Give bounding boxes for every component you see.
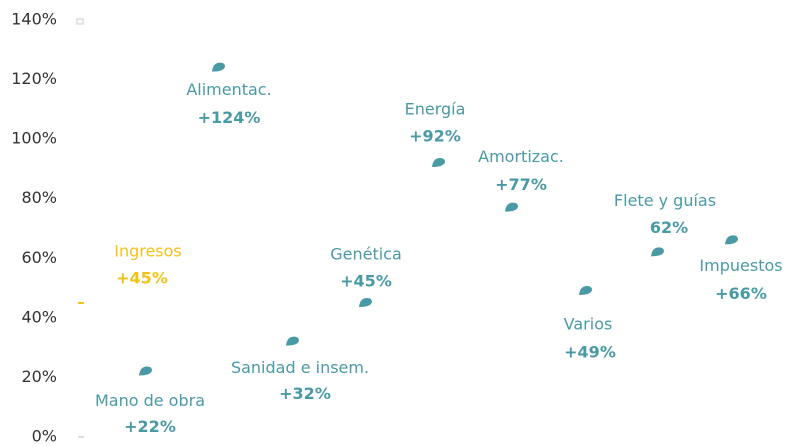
- point-label: Flete y guías: [614, 191, 716, 210]
- value-label: +92%: [409, 126, 461, 145]
- value-label: 62%: [650, 218, 688, 237]
- value-label: +77%: [495, 175, 547, 194]
- value-label: +66%: [715, 284, 767, 303]
- point: [212, 62, 225, 72]
- point-label: Genética: [330, 244, 402, 263]
- reference-value-label: +45%: [116, 268, 168, 287]
- point-label: Energía: [405, 99, 466, 118]
- y-tick-label: 140%: [11, 10, 57, 29]
- axis-marker: [76, 18, 84, 25]
- point-label: Varios: [564, 315, 613, 334]
- point: [139, 366, 152, 376]
- value-label: +32%: [279, 384, 331, 403]
- point: [579, 286, 592, 296]
- reference-label: Ingresos: [114, 241, 182, 260]
- y-tick-label: 100%: [11, 129, 57, 148]
- y-tick-label: 80%: [21, 188, 57, 207]
- point: [725, 235, 738, 245]
- point-label: Sanidad e insem.: [231, 358, 369, 377]
- value-label: +49%: [564, 343, 616, 362]
- value-label: +22%: [124, 417, 176, 436]
- y-tick-label: 20%: [21, 367, 57, 386]
- point: [286, 336, 299, 346]
- point: [651, 247, 664, 257]
- point-label: Impuestos: [699, 256, 782, 275]
- value-label: +45%: [340, 271, 392, 290]
- point: [359, 297, 372, 307]
- point: [432, 157, 445, 167]
- y-tick-label: 120%: [11, 69, 57, 88]
- y-tick-label: 60%: [21, 248, 57, 267]
- value-label: +124%: [198, 108, 261, 127]
- point: [505, 202, 518, 212]
- y-tick-label: 40%: [21, 307, 57, 326]
- y-tick-label: 0%: [32, 427, 57, 446]
- point-label: Alimentac.: [186, 80, 271, 99]
- point-label: Amortizac.: [478, 147, 564, 166]
- point-label: Mano de obra: [95, 391, 205, 410]
